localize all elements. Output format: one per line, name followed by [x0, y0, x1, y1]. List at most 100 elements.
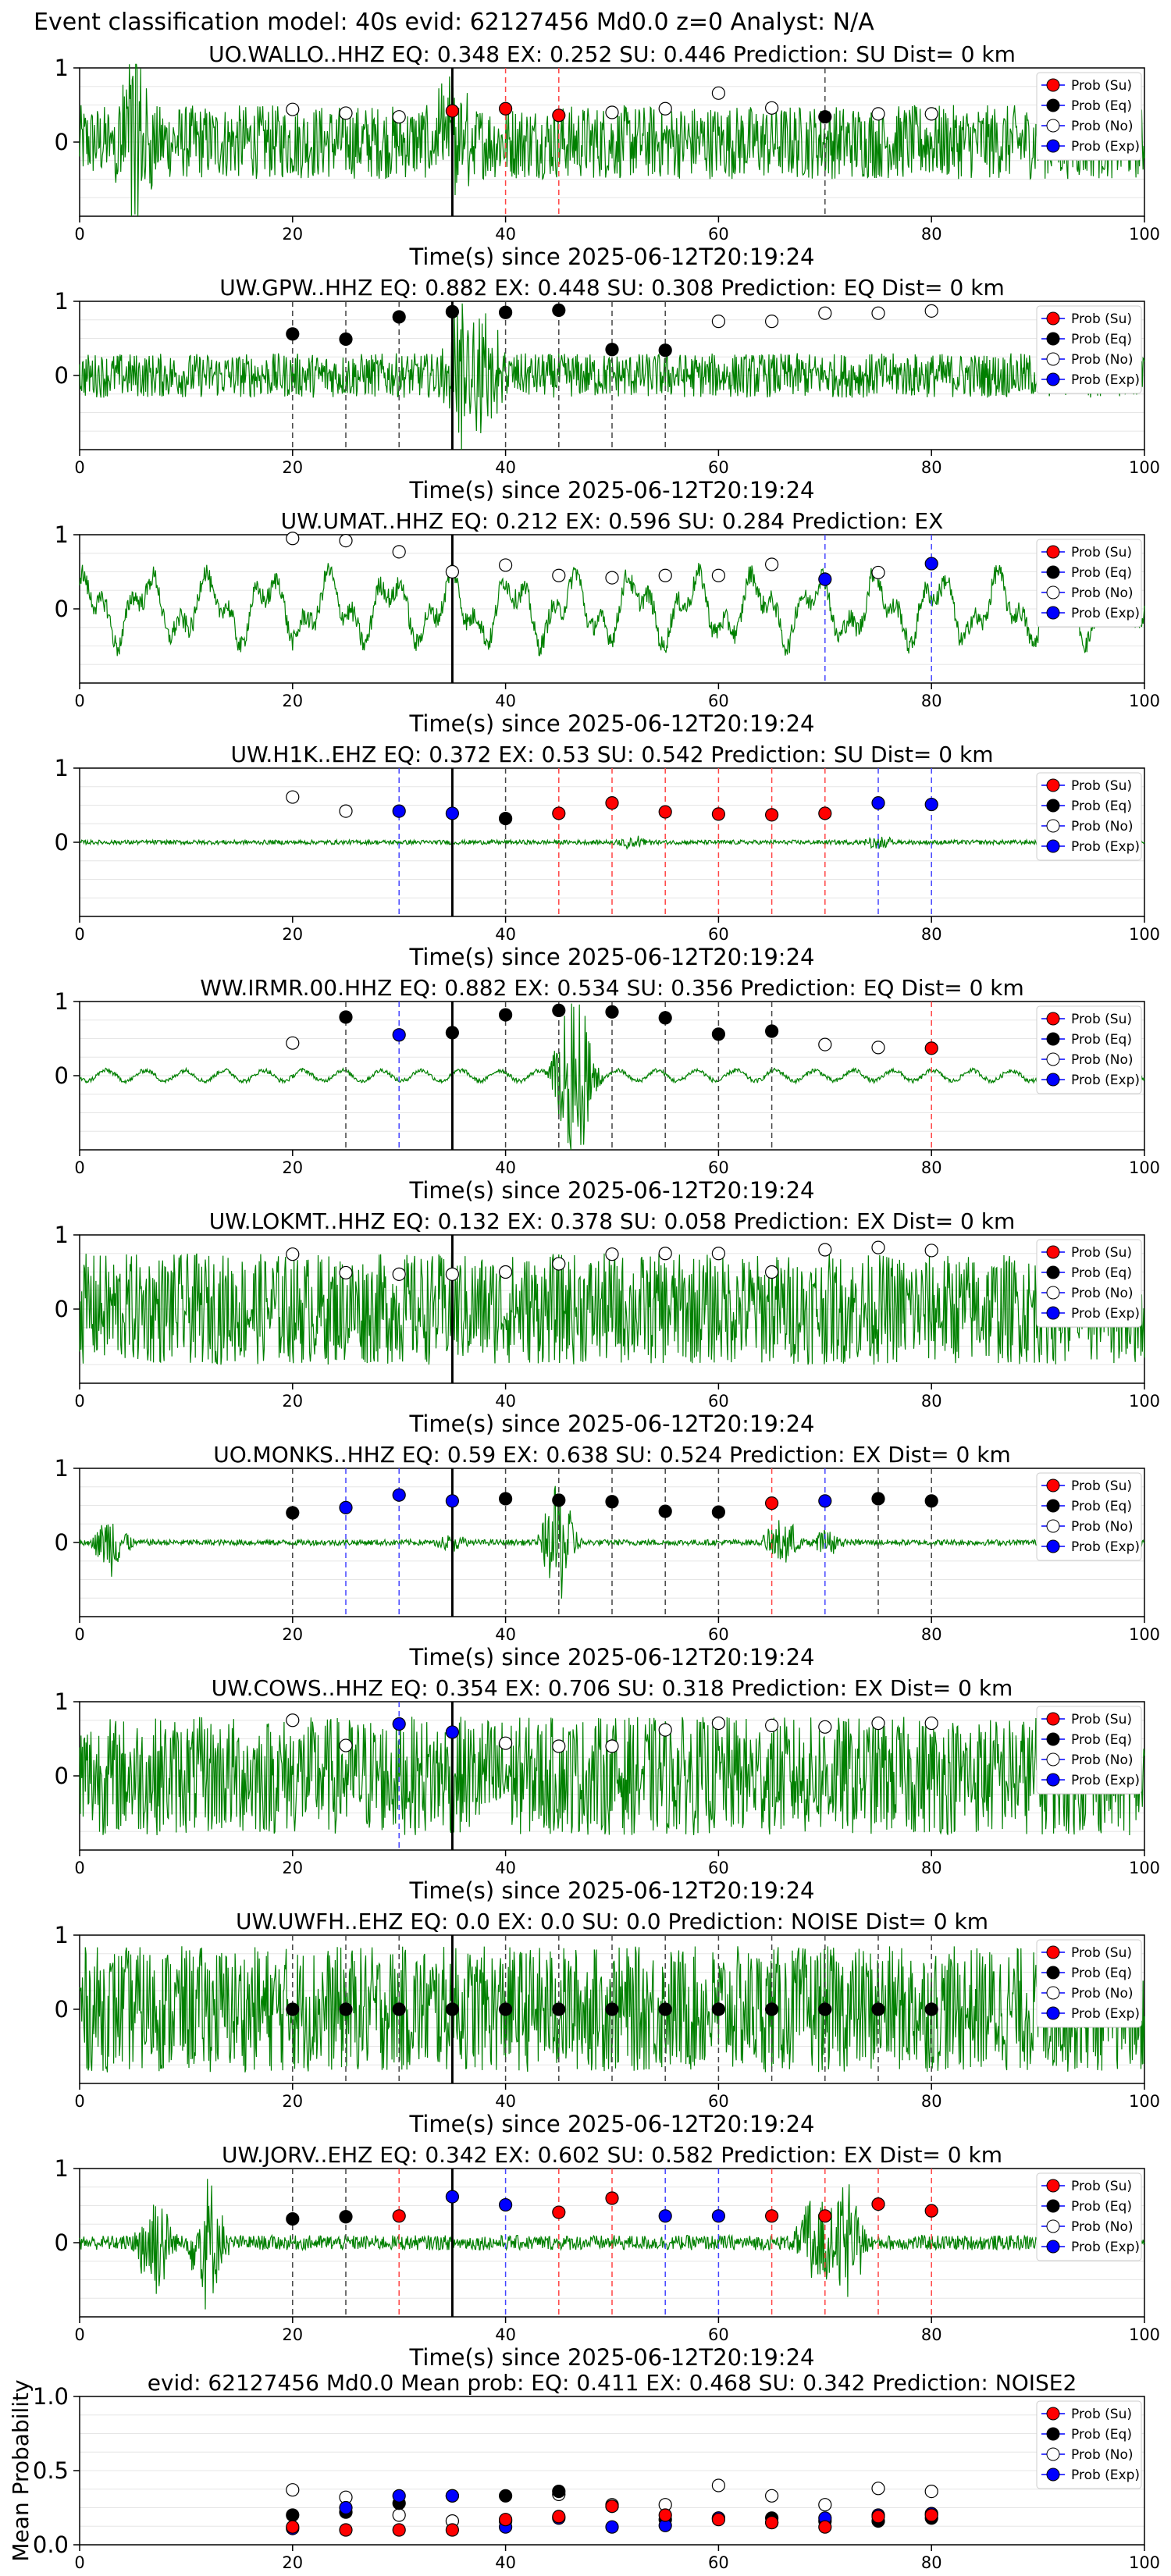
prob-point-no	[711, 1247, 726, 1261]
mean-point-exp	[445, 2489, 460, 2503]
panel-title: UO.MONKS..HHZ EQ: 0.59 EX: 0.638 SU: 0.5…	[213, 1442, 1010, 1468]
prob-point-no	[924, 107, 938, 121]
legend: Prob (Su) Prob (Eq) Prob (No) Prob (Exp)	[1036, 2172, 1142, 2261]
legend-label: Prob (Su)	[1071, 1712, 1132, 1727]
station-panel-9: UW.UWFH..EHZ EQ: 0.0 EX: 0.0 SU: 0.0 Pre…	[55, 1909, 1161, 2137]
y-tick-label: 0.5	[33, 2457, 69, 2484]
legend-marker-no	[1046, 352, 1060, 366]
prob-point-eq	[498, 1008, 513, 1022]
x-tick-label: 80	[921, 1859, 942, 1877]
x-tick-label: 80	[921, 1158, 942, 1177]
prob-point-su	[552, 2205, 566, 2219]
prob-point-su	[818, 806, 832, 820]
prob-point-exp	[924, 557, 938, 571]
legend-marker-no	[1046, 1986, 1060, 2000]
x-tick-label: 80	[921, 1625, 942, 1644]
prob-point-no	[711, 86, 726, 100]
legend-label: Prob (Exp)	[1071, 1073, 1140, 1088]
legend-marker-exp	[1046, 372, 1060, 386]
legend: Prob (Su) Prob (Eq) Prob (No) Prob (Exp)	[1036, 772, 1142, 861]
prob-point-no	[498, 558, 513, 572]
legend-label: Prob (Eq)	[1071, 799, 1132, 814]
prob-point-su	[764, 1496, 779, 1510]
legend-label: Prob (Exp)	[1071, 839, 1140, 855]
y-tick-label: 0	[55, 362, 69, 389]
prob-point-eq	[339, 332, 353, 347]
prob-point-eq	[605, 1495, 619, 1509]
legend-label: Prob (No)	[1071, 585, 1134, 601]
prob-point-exp	[392, 1488, 406, 1502]
prob-point-su	[445, 104, 460, 118]
prob-point-eq	[286, 1506, 300, 1520]
legend-marker-exp	[1046, 1306, 1060, 1320]
legend-marker-su	[1046, 778, 1060, 792]
legend: Prob (Su) Prob (Eq) Prob (No) Prob (Exp)	[1036, 1005, 1142, 1094]
legend-marker-su	[1046, 2407, 1060, 2421]
y-tick-label: 0	[55, 2229, 69, 2256]
legend: Prob (Su) Prob (Eq) Prob (No) Prob (Exp)	[1036, 1472, 1142, 1561]
legend-marker-eq	[1046, 565, 1060, 579]
prob-point-no	[871, 1716, 885, 1731]
x-tick-label: 100	[1129, 692, 1160, 710]
x-tick-label: 100	[1129, 1392, 1160, 1411]
x-tick-label: 100	[1129, 1625, 1160, 1644]
prob-point-eq	[286, 327, 300, 341]
station-panel-3: UW.UMAT..HHZ EQ: 0.212 EX: 0.596 SU: 0.2…	[55, 508, 1161, 737]
legend-marker-su	[1046, 1245, 1060, 1259]
panel-title: UW.UMAT..HHZ EQ: 0.212 EX: 0.596 SU: 0.2…	[281, 508, 944, 534]
x-tick-label: 100	[1129, 925, 1160, 944]
prob-point-exp	[871, 796, 885, 810]
y-tick-label: 1	[55, 1222, 69, 1248]
legend-marker-eq	[1046, 1265, 1060, 1279]
legend: Prob (Su) Prob (Eq) Prob (No) Prob (Exp)	[1036, 1706, 1142, 1795]
x-axis-label: Time(s) since 2025-06-12T20:19:24	[409, 2344, 815, 2371]
legend-box	[1036, 1472, 1142, 1561]
prob-point-no	[498, 1265, 513, 1279]
legend-marker-eq	[1046, 1499, 1060, 1513]
legend-marker-exp	[1046, 606, 1060, 620]
legend-label: Prob (No)	[1071, 2219, 1134, 2235]
panel-title: UW.H1K..EHZ EQ: 0.372 EX: 0.53 SU: 0.542…	[230, 742, 993, 767]
legend-marker-no	[1046, 585, 1060, 600]
prob-point-no	[605, 1247, 619, 1261]
x-tick-label: 0	[74, 2325, 84, 2344]
prob-point-no	[339, 533, 353, 548]
prob-point-eq	[339, 2002, 353, 2016]
legend-marker-no	[1046, 2219, 1060, 2233]
x-tick-label: 80	[921, 692, 942, 710]
prob-point-eq	[552, 1003, 566, 1018]
legend-label: Prob (Eq)	[1071, 98, 1132, 114]
mean-point-su	[286, 2520, 300, 2534]
x-tick-label: 60	[708, 1392, 729, 1411]
waveform-trace	[79, 1717, 1145, 1836]
x-axis-label: Time(s) since 2025-06-12T20:19:24	[409, 1644, 815, 1670]
x-axis-label: Time(s) since 2025-06-12T20:19:24	[409, 1877, 815, 1904]
x-tick-label: 40	[495, 458, 516, 477]
legend-marker-eq	[1046, 2199, 1060, 2213]
prob-point-eq	[924, 1494, 938, 1508]
prob-point-eq	[286, 2002, 300, 2016]
legend-marker-exp	[1046, 1773, 1060, 1787]
legend-label: Prob (Exp)	[1071, 1773, 1140, 1788]
prob-point-eq	[818, 2002, 832, 2016]
mean-legend: Prob (Su) Prob (Eq) Prob (No) Prob (Exp)	[1036, 2400, 1142, 2489]
prob-point-eq	[658, 1011, 672, 1025]
x-tick-label: 60	[708, 458, 729, 477]
mean-point-su	[871, 2510, 885, 2524]
legend-label: Prob (Su)	[1071, 311, 1132, 327]
x-tick-label: 20	[282, 2553, 303, 2572]
prob-point-eq	[658, 1504, 672, 1518]
legend-label: Prob (Su)	[1071, 78, 1132, 94]
prob-point-eq	[871, 1492, 885, 1506]
prob-point-su	[871, 2197, 885, 2211]
prob-point-eq	[711, 1505, 726, 1519]
legend-marker-eq	[1046, 332, 1060, 346]
prob-point-eq	[818, 110, 832, 124]
panel-title: UW.COWS..HHZ EQ: 0.354 EX: 0.706 SU: 0.3…	[212, 1675, 1013, 1701]
station-panel-10: UW.JORV..EHZ EQ: 0.342 EX: 0.602 SU: 0.5…	[55, 2142, 1161, 2371]
prob-point-eq	[764, 2002, 779, 2016]
prob-point-eq	[286, 2212, 300, 2226]
mean-point-su	[339, 2523, 353, 2537]
legend: Prob (Su) Prob (Eq) Prob (No) Prob (Exp)	[1036, 539, 1142, 628]
